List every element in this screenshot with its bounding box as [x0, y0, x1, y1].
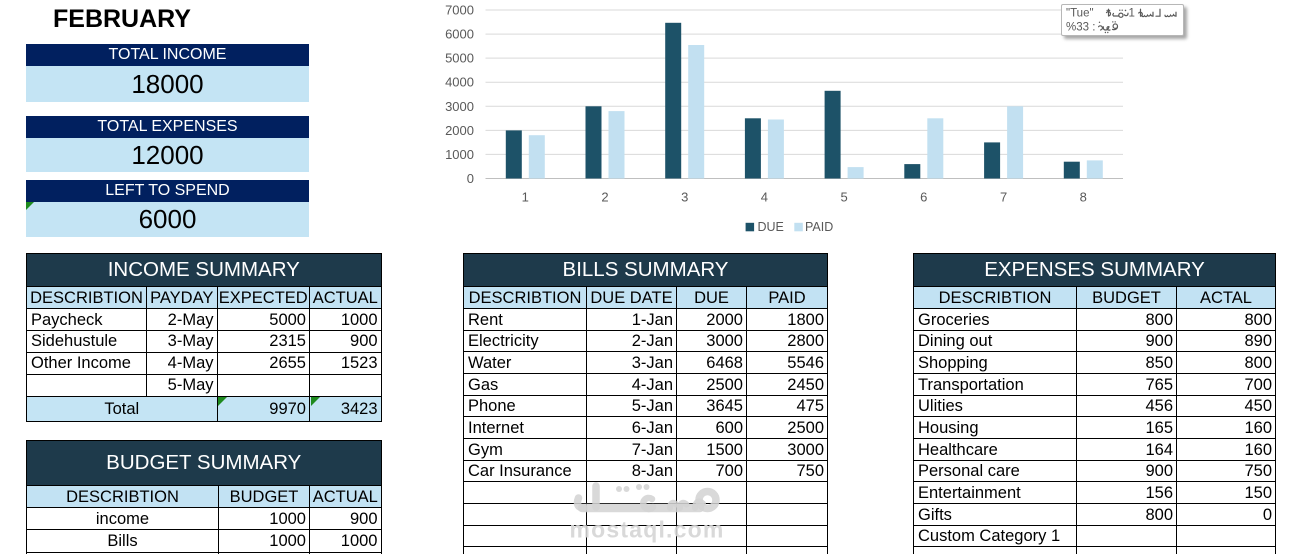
- svg-text:4000: 4000: [445, 75, 474, 90]
- svg-text:DUE: DUE: [758, 220, 784, 234]
- svg-text:3000: 3000: [445, 99, 474, 114]
- svg-text:5: 5: [840, 190, 847, 205]
- svg-text:2000: 2000: [445, 123, 474, 138]
- svg-text:1: 1: [1129, 8, 1135, 20]
- svg-text:7000: 7000: [445, 3, 474, 18]
- svg-text:PAID: PAID: [805, 220, 833, 234]
- svg-text:0: 0: [467, 171, 474, 186]
- svg-text:mostaql.com: mostaql.com: [569, 517, 724, 543]
- svg-text:1: 1: [522, 190, 529, 205]
- svg-text:2: 2: [601, 190, 608, 205]
- svg-text:1000: 1000: [445, 147, 474, 162]
- svg-text:5000: 5000: [445, 51, 474, 66]
- svg-text:4: 4: [761, 190, 768, 205]
- svg-text:3: 3: [681, 190, 688, 205]
- svg-text:"Tue": "Tue": [1066, 8, 1094, 20]
- svg-text:7: 7: [1000, 190, 1007, 205]
- svg-text:6: 6: [920, 190, 927, 205]
- svg-text:8: 8: [1080, 190, 1087, 205]
- svg-text:%33 :: %33 :: [1066, 22, 1095, 34]
- svg-text:6000: 6000: [445, 27, 474, 42]
